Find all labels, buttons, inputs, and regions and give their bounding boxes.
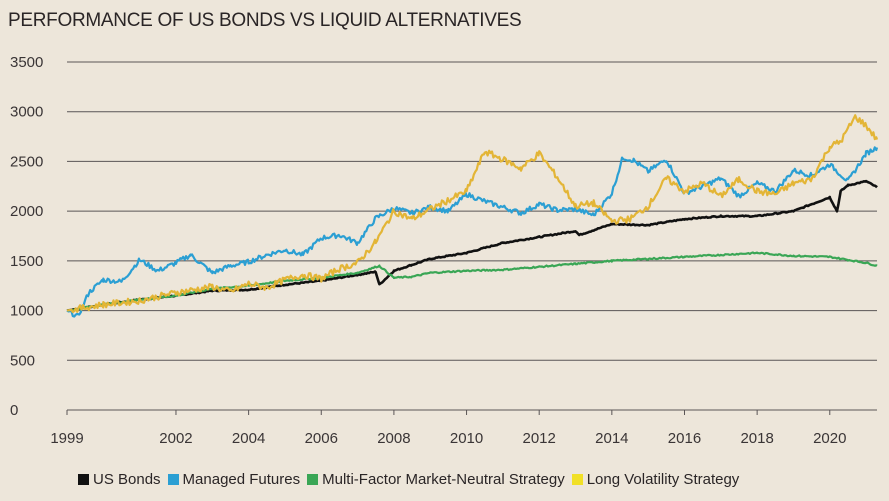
x-tick-label-2006: 2006 (305, 430, 338, 447)
legend-item-long-volatility: Long Volatility Strategy (571, 471, 740, 488)
gridlines (67, 61, 877, 361)
legend-label-us-bonds: US Bonds (93, 471, 161, 488)
y-tick-label-1500: 1500 (10, 253, 43, 270)
y-axis-labels: 0 500 1000 1500 2000 2500 3000 3500 (10, 54, 43, 419)
x-tick-label-2016: 2016 (668, 430, 701, 447)
x-tick-label-2012: 2012 (523, 430, 556, 447)
legend-label-multi-factor: Multi-Factor Market-Neutral Strategy (322, 471, 565, 488)
x-tick-label-1999: 1999 (50, 430, 83, 447)
y-tick-label-3000: 3000 (10, 104, 43, 121)
chart-title: PERFORMANCE OF US BONDS VS LIQUID ALTERN… (8, 10, 522, 31)
x-tick-label-2004: 2004 (232, 430, 265, 447)
legend-item-multi-factor: Multi-Factor Market-Neutral Strategy (307, 471, 565, 488)
y-tick-label-1000: 1000 (10, 303, 43, 320)
series-lines (66, 114, 879, 318)
y-tick-label-2500: 2500 (10, 153, 43, 170)
x-tick-label-2002: 2002 (159, 430, 192, 447)
x-tick-label-2008: 2008 (377, 430, 410, 447)
series-line-us-bonds (66, 179, 878, 312)
y-tick-label-2000: 2000 (10, 203, 43, 220)
legend-item-managed-futures: Managed Futures (167, 471, 301, 488)
series-line-managed-futures (66, 146, 879, 318)
x-tick-label-2010: 2010 (450, 430, 483, 447)
legend-label-managed-futures: Managed Futures (182, 471, 301, 488)
y-tick-label-3500: 3500 (10, 54, 43, 71)
x-tick-label-2020: 2020 (813, 430, 846, 447)
x-tick-label-2014: 2014 (595, 430, 628, 447)
x-axis (66, 409, 877, 415)
y-tick-label-0: 0 (10, 402, 18, 419)
legend: US Bonds Managed Futures Multi-Factor Ma… (78, 471, 746, 488)
y-tick-label-500: 500 (10, 352, 35, 369)
series-line-long-volatility-strategy (66, 114, 879, 314)
series-line-multi-factor-market-neutral-strategy (66, 251, 878, 312)
legend-swatch-us-bonds (78, 474, 89, 485)
legend-label-long-volatility: Long Volatility Strategy (586, 471, 740, 488)
x-tick-label-2018: 2018 (740, 430, 773, 447)
legend-swatch-long-volatility (571, 474, 583, 485)
x-axis-labels: 1999 2002 2004 2006 2008 2010 2012 2014 2016 2018… (50, 430, 846, 447)
legend-item-us-bonds: US Bonds (78, 471, 161, 488)
legend-swatch-multi-factor (307, 474, 319, 485)
legend-swatch-managed-futures (167, 474, 179, 485)
